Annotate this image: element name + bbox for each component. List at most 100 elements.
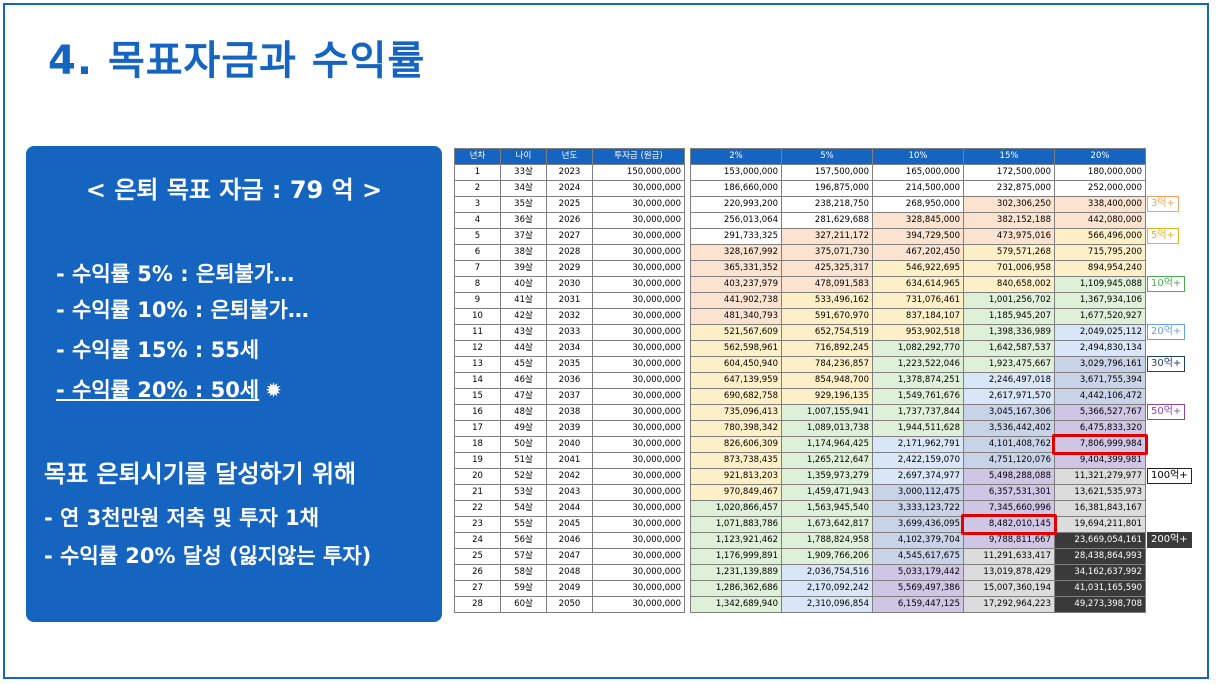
value-cell: 375,071,730 (781, 244, 873, 261)
value-cell: 3,000,112,475 (872, 484, 964, 501)
table-cell: 15 (454, 388, 501, 405)
value-cell: 186,660,000 (690, 180, 782, 197)
value-cell: 826,606,309 (690, 436, 782, 453)
value-cell: 1,082,292,770 (872, 340, 964, 357)
table-cell: 2037 (546, 388, 593, 405)
table-cell: 43살 (500, 324, 547, 341)
value-cell: 4,442,106,472 (1054, 388, 1146, 405)
value-cell: 533,496,162 (781, 292, 873, 309)
value-cell: 394,729,500 (872, 228, 964, 245)
table-cell: 30,000,000 (592, 452, 685, 469)
table-row: 1,123,921,462 1,788,824,958 4,102,379,704 9… (690, 532, 1146, 549)
value-cell: 1,459,471,943 (781, 484, 873, 501)
value-cell: 1,007,155,941 (781, 404, 873, 421)
table-row: 647,139,959 854,948,700 1,378,874,251 2,246… (690, 372, 1146, 389)
table-cell: 2029 (546, 260, 593, 277)
slide-title: 4. 목표자금과 수익률 (48, 38, 426, 84)
table-cell: 41살 (500, 292, 547, 309)
table-cell: 7 (454, 260, 501, 277)
table-cell: 52살 (500, 468, 547, 485)
value-cell: 894,954,240 (1054, 260, 1146, 277)
value-cell: 873,738,435 (690, 452, 782, 469)
table-cell: 35살 (500, 196, 547, 213)
table-cell: 50살 (500, 436, 547, 453)
table-cell: 30,000,000 (592, 308, 685, 325)
table-row: 28 60살 2050 30,000,000 (454, 596, 685, 613)
table-cell: 30,000,000 (592, 260, 685, 277)
table-cell: 6 (454, 244, 501, 261)
table-cell: 2039 (546, 420, 593, 437)
value-cell: 4,751,120,076 (963, 452, 1055, 469)
threshold-tag: 50억+ (1147, 404, 1186, 420)
table-cell: 30,000,000 (592, 340, 685, 357)
table-row: 521,567,609 652,754,519 953,902,518 1,398,3… (690, 324, 1146, 341)
summary-panel: < 은퇴 목표 자금 : 79 억 > - 수익률 5% : 은퇴불가… - 수… (26, 146, 442, 622)
value-cell: 1,549,761,676 (872, 388, 964, 405)
value-cell: 1,223,522,046 (872, 356, 964, 373)
table-cell: 28 (454, 596, 501, 613)
table-row: 690,682,758 929,196,135 1,549,761,676 2,617… (690, 388, 1146, 405)
table-cell: 2046 (546, 532, 593, 549)
value-cell: 17,292,964,223 (963, 596, 1055, 613)
table-row: 220,993,200 238,218,750 268,950,000 302,306… (690, 196, 1146, 213)
table-cell: 4 (454, 212, 501, 229)
value-cell: 1,642,587,537 (963, 340, 1055, 357)
rate-20-line: - 수익률 20% : 50세 ✹ (56, 374, 282, 404)
value-cell: 425,325,317 (781, 260, 873, 277)
value-cell: 566,496,000 (1054, 228, 1146, 245)
table-cell: 30,000,000 (592, 548, 685, 565)
value-cell: 634,614,965 (872, 276, 964, 293)
table-row: 604,450,940 784,236,857 1,223,522,046 1,923… (690, 356, 1146, 373)
value-cell: 302,306,250 (963, 196, 1055, 213)
value-cell: 3,699,436,095 (872, 516, 964, 533)
table-row: 24 56살 2046 30,000,000 (454, 532, 685, 549)
value-cell: 180,000,000 (1054, 164, 1146, 181)
table-cell: 30,000,000 (592, 356, 685, 373)
value-cell: 1,089,013,738 (781, 420, 873, 437)
table-row: 403,237,979 478,091,583 634,614,965 840,658… (690, 276, 1146, 293)
table-cell: 17 (454, 420, 501, 437)
value-cell: 3,045,167,306 (963, 404, 1055, 421)
table-cell: 2024 (546, 180, 593, 197)
table-cell: 2027 (546, 228, 593, 245)
value-cell: 252,000,000 (1054, 180, 1146, 197)
table-cell: 54살 (500, 500, 547, 517)
value-cell: 256,013,064 (690, 212, 782, 229)
table-cell: 30,000,000 (592, 324, 685, 341)
value-cell: 854,948,700 (781, 372, 873, 389)
value-cell: 546,922,695 (872, 260, 964, 277)
table-cell: 30,000,000 (592, 532, 685, 549)
table-cell: 48살 (500, 404, 547, 421)
value-cell: 7,345,660,996 (963, 500, 1055, 517)
threshold-tag: 200억+ (1147, 532, 1192, 548)
table-cell: 13 (454, 356, 501, 373)
value-cell: 1,563,945,540 (781, 500, 873, 517)
table-row: 153,000,000 157,500,000 165,000,000 172,500… (690, 164, 1146, 181)
table-row: 11 43살 2033 30,000,000 (454, 324, 685, 341)
table-cell: 39살 (500, 260, 547, 277)
table-cell: 11 (454, 324, 501, 341)
table-cell: 2033 (546, 324, 593, 341)
threshold-tag: 100억+ (1147, 468, 1192, 484)
value-cell: 5,366,527,767 (1054, 404, 1146, 421)
column-header: 나이 (500, 148, 547, 165)
value-cell: 28,438,864,993 (1054, 548, 1146, 565)
value-cell: 11,321,279,977 (1054, 468, 1146, 485)
table-cell: 22 (454, 500, 501, 517)
table-cell: 44살 (500, 340, 547, 357)
value-cell: 715,795,200 (1054, 244, 1146, 261)
value-cell: 1,944,511,628 (872, 420, 964, 437)
table-cell: 2034 (546, 340, 593, 357)
table-row: 4 36살 2026 30,000,000 (454, 212, 685, 229)
column-header: 년도 (546, 148, 593, 165)
rate-column-header: 5% (781, 148, 873, 165)
value-cell: 647,139,959 (690, 372, 782, 389)
value-cell: 1,342,689,940 (690, 596, 782, 613)
table-row: 22 54살 2044 30,000,000 (454, 500, 685, 517)
table-row: 15 47살 2037 30,000,000 (454, 388, 685, 405)
table-cell: 30,000,000 (592, 276, 685, 293)
value-cell: 6,475,833,320 (1054, 420, 1146, 437)
value-cell: 2,422,159,070 (872, 452, 964, 469)
table-cell: 2042 (546, 468, 593, 485)
table-cell: 30,000,000 (592, 580, 685, 597)
